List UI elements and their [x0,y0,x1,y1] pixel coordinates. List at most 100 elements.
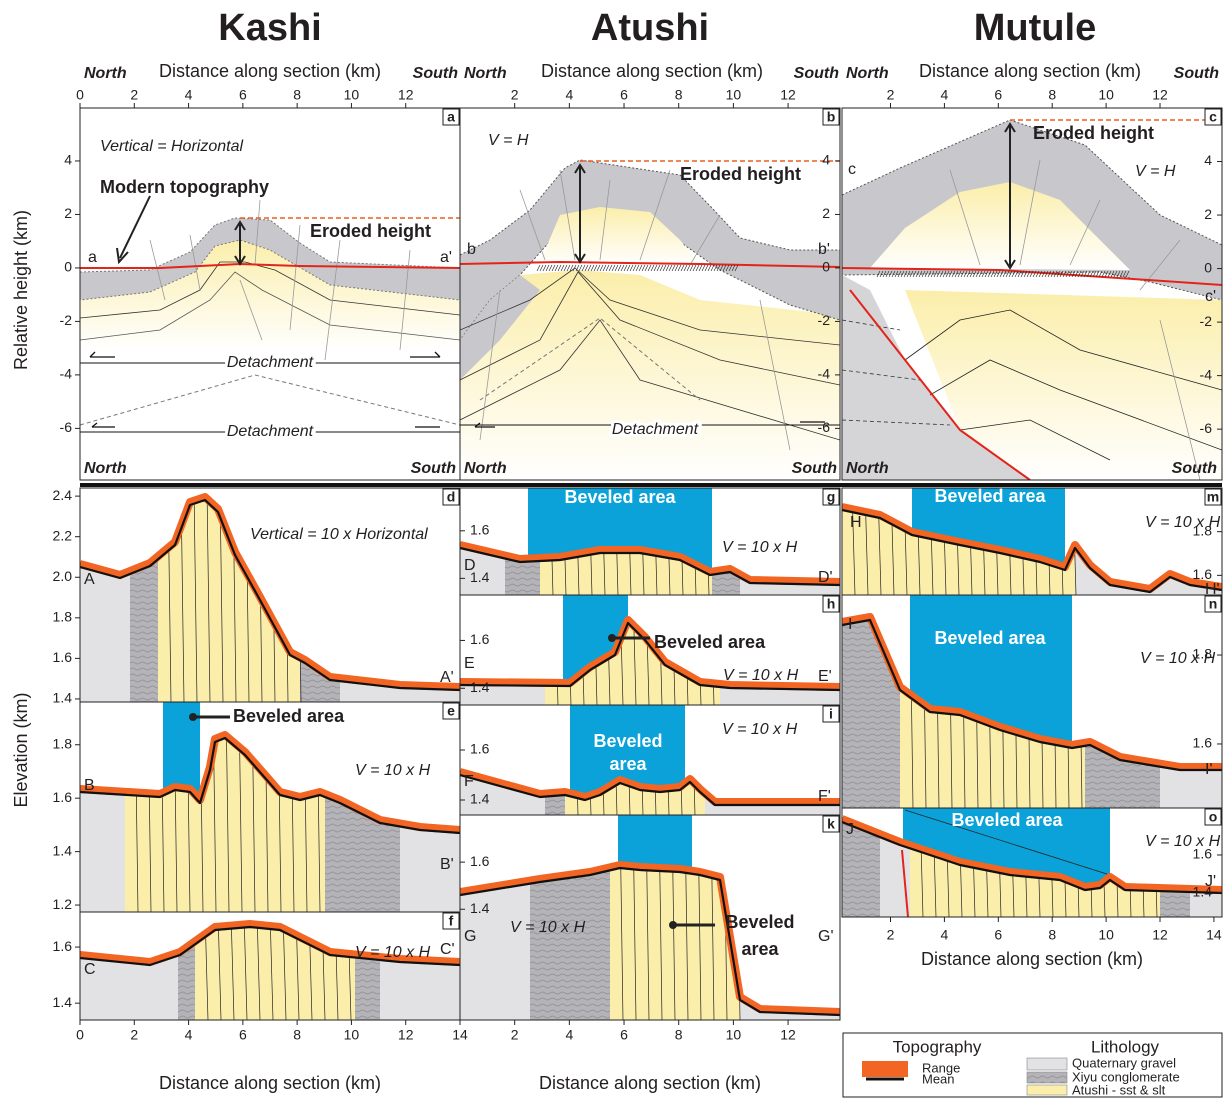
panel-letter: b [827,109,836,125]
section-end-label: I' [1205,761,1213,778]
annotation: Beveled area [233,706,345,726]
panel: a024681012420-2-4-6aa'Vertical = Horizon… [60,87,460,480]
annotation: V = 10 x H [722,539,798,556]
panel-body [460,595,840,705]
annotation: V = 10 x H [1145,833,1221,850]
south-label: South [792,460,838,477]
y-tick-label: 1.4 [470,791,490,807]
y-tick-label: 1.6 [470,741,490,757]
panel-letter: k [827,816,835,832]
x-axis-label: Distance along section (km) [159,1073,381,1093]
section-end-label: B [84,777,95,794]
x-tick-label: 6 [620,87,628,103]
y-tick-label: 4 [822,152,830,168]
y-tick-label: -2 [60,312,73,328]
section-end-label: c [848,161,856,178]
annotation: Beveled area [934,628,1046,648]
column-title: Atushi [591,7,709,49]
y-tick-label: 1.4 [470,900,490,916]
x-tick-label: 4 [941,927,949,943]
y-tick-label: 2.2 [53,527,73,543]
x-tick-label: 6 [620,1027,628,1043]
y-tick-label: 1.6 [470,853,490,869]
y-tick-label: -2 [818,312,831,328]
x-axis-label: Distance along section (km) [539,1073,761,1093]
y-tick-label: 1.4 [53,994,73,1010]
x-tick-label: 2 [511,87,519,103]
section-end-label: J' [1205,873,1216,890]
x-axis-label: Distance along section (km) [921,949,1143,969]
y-tick-label: 1.6 [53,938,73,954]
panel: o24681012141.61.4JJ'Beveled areaV = 10 x… [842,808,1222,943]
section-end-label: A' [440,669,454,686]
y-tick-label: -4 [1200,366,1213,382]
y-tick-label: 1.6 [1193,566,1213,582]
x-tick-label: 10 [1098,927,1114,943]
x-axis-label: Distance along section (km) [541,61,763,81]
x-tick-label: 4 [941,87,949,103]
south-label: South [794,65,840,82]
annotation: Beveled area [951,810,1063,830]
section-end-label: F' [818,788,831,805]
annotation: Beveled area [564,487,676,507]
x-tick-label: 4 [565,87,573,103]
y-tick-label: 1.8 [53,735,73,751]
panel-letter: h [827,596,836,612]
x-tick-label: 14 [1206,927,1222,943]
north-label: North [846,65,889,82]
x-tick-label: 4 [185,87,193,103]
y-tick-label: 1.6 [470,522,490,538]
north-label: North [846,460,889,477]
annotation: V = 10 x H [1140,650,1216,667]
y-tick-label: 1.6 [53,649,73,665]
x-axis-label: Distance along section (km) [159,61,381,81]
x-tick-label: 0 [76,87,84,103]
x-tick-label: 10 [1098,87,1114,103]
y-tick-label: 1.6 [1193,735,1213,751]
annotation: V = 10 x H [355,762,431,779]
y-tick-label: 0 [822,259,830,275]
legend-heading: Topography [893,1037,982,1056]
panel-letter: n [1209,596,1218,612]
annotation: V = 10 x H [510,919,586,936]
annotation: Detachment [227,354,314,371]
panel-letter: c [1209,109,1217,125]
column-title: Mutule [974,7,1096,49]
legend-text: Mean [922,1071,955,1086]
panel: i1.61.4FF'BeveledareaV = 10 x H [460,705,840,815]
x-tick-label: 6 [239,87,247,103]
x-tick-label: 2 [887,87,895,103]
y-tick-label: 0 [64,259,72,275]
legend-swatch [862,1061,908,1077]
panel-letter: o [1209,809,1218,825]
x-tick-label: 8 [293,87,301,103]
legend-swatch [1027,1058,1067,1070]
x-tick-label: 6 [994,927,1002,943]
section-end-label: c' [1205,288,1216,305]
y-tick-label: 1.4 [470,679,490,695]
y-tick-label: -4 [60,366,73,382]
y-tick-label: -6 [1200,420,1213,436]
section-end-label: I [848,616,852,633]
south-label: South [413,65,459,82]
y-tick-label: 2 [1204,206,1212,222]
panel: f024681012141.61.4CC'V = 10 x H [53,912,468,1043]
panel: m1.81.6HH'Beveled areaV = 10 x H [842,486,1222,598]
x-tick-label: 2 [130,87,138,103]
y-tick-label: 0 [1204,259,1212,275]
y-tick-label: 1.4 [53,690,73,706]
y-tick-label: 2 [64,205,72,221]
south-label: South [1174,65,1220,82]
y-tick-label: -6 [60,419,73,435]
panel: h1.61.4EE'Beveled areaV = 10 x H [460,595,840,705]
panel-letter: g [827,489,836,505]
x-tick-label: 6 [239,1027,247,1043]
x-tick-label: 10 [726,1027,742,1043]
y-tick-label: 1.6 [470,631,490,647]
x-tick-label: 12 [780,87,796,103]
x-tick-label: 12 [780,1027,796,1043]
x-tick-label: 12 [398,87,414,103]
x-tick-label: 8 [1048,87,1056,103]
